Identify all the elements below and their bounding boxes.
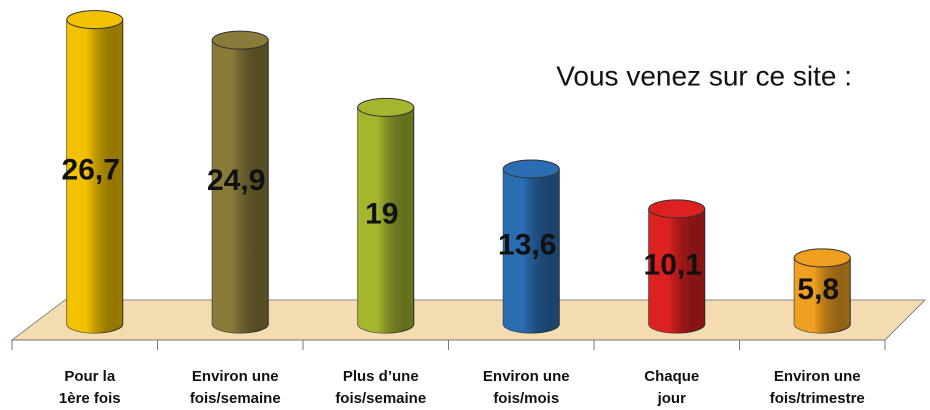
- x-tick-label: Chaque: [644, 368, 699, 385]
- x-tick-label: fois/trimestre: [770, 390, 865, 407]
- cylinder: [211, 30, 269, 334]
- cylinder-shade: [794, 257, 851, 333]
- chart-title: Vous venez sur ce site :: [556, 60, 852, 91]
- x-tick-label: Environ une: [192, 368, 279, 385]
- cylinder: [66, 10, 124, 334]
- x-tick-label: Environ une: [483, 368, 570, 385]
- cylinder-top: [211, 30, 269, 50]
- x-tick-label: fois/semaine: [190, 390, 281, 407]
- cylinder-shade: [212, 40, 269, 333]
- cylinder: [648, 199, 706, 334]
- cylinder-top: [648, 199, 706, 219]
- cylinder: [793, 248, 851, 334]
- cylinder-top: [66, 10, 124, 30]
- cylinder-shade: [357, 107, 414, 334]
- cylinder-shade: [503, 168, 560, 333]
- x-tick-label: Plus d’une: [343, 368, 419, 385]
- value-label: 19: [365, 198, 398, 231]
- cylinder-top: [502, 159, 560, 179]
- value-label: 24,9: [207, 164, 265, 197]
- value-label: 5,8: [797, 273, 839, 306]
- value-label: 13,6: [498, 228, 556, 261]
- value-label: 10,1: [644, 248, 702, 281]
- x-tick-label: Environ une: [774, 368, 861, 385]
- cylinder-top: [357, 97, 415, 117]
- x-tick-label: 1ère fois: [59, 390, 121, 407]
- x-tick-label: jour: [657, 390, 686, 407]
- value-label: 26,7: [62, 154, 120, 187]
- x-tick-label: fois/semaine: [335, 390, 426, 407]
- x-tick-label: fois/mois: [493, 390, 559, 407]
- x-tick-label: Pour la: [64, 368, 116, 385]
- cylinder: [502, 159, 560, 334]
- cylinder-top: [793, 248, 851, 268]
- floor: [10, 299, 927, 341]
- cylinder: [357, 97, 415, 334]
- cylinder-shade: [648, 208, 705, 333]
- cylinder-shade: [66, 19, 123, 334]
